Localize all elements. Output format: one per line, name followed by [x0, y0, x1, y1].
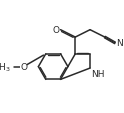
Text: NH: NH — [91, 69, 104, 78]
Text: O: O — [20, 62, 27, 71]
Text: O: O — [53, 26, 60, 35]
Text: OCH$_3$: OCH$_3$ — [0, 61, 11, 73]
Text: N: N — [116, 39, 123, 48]
